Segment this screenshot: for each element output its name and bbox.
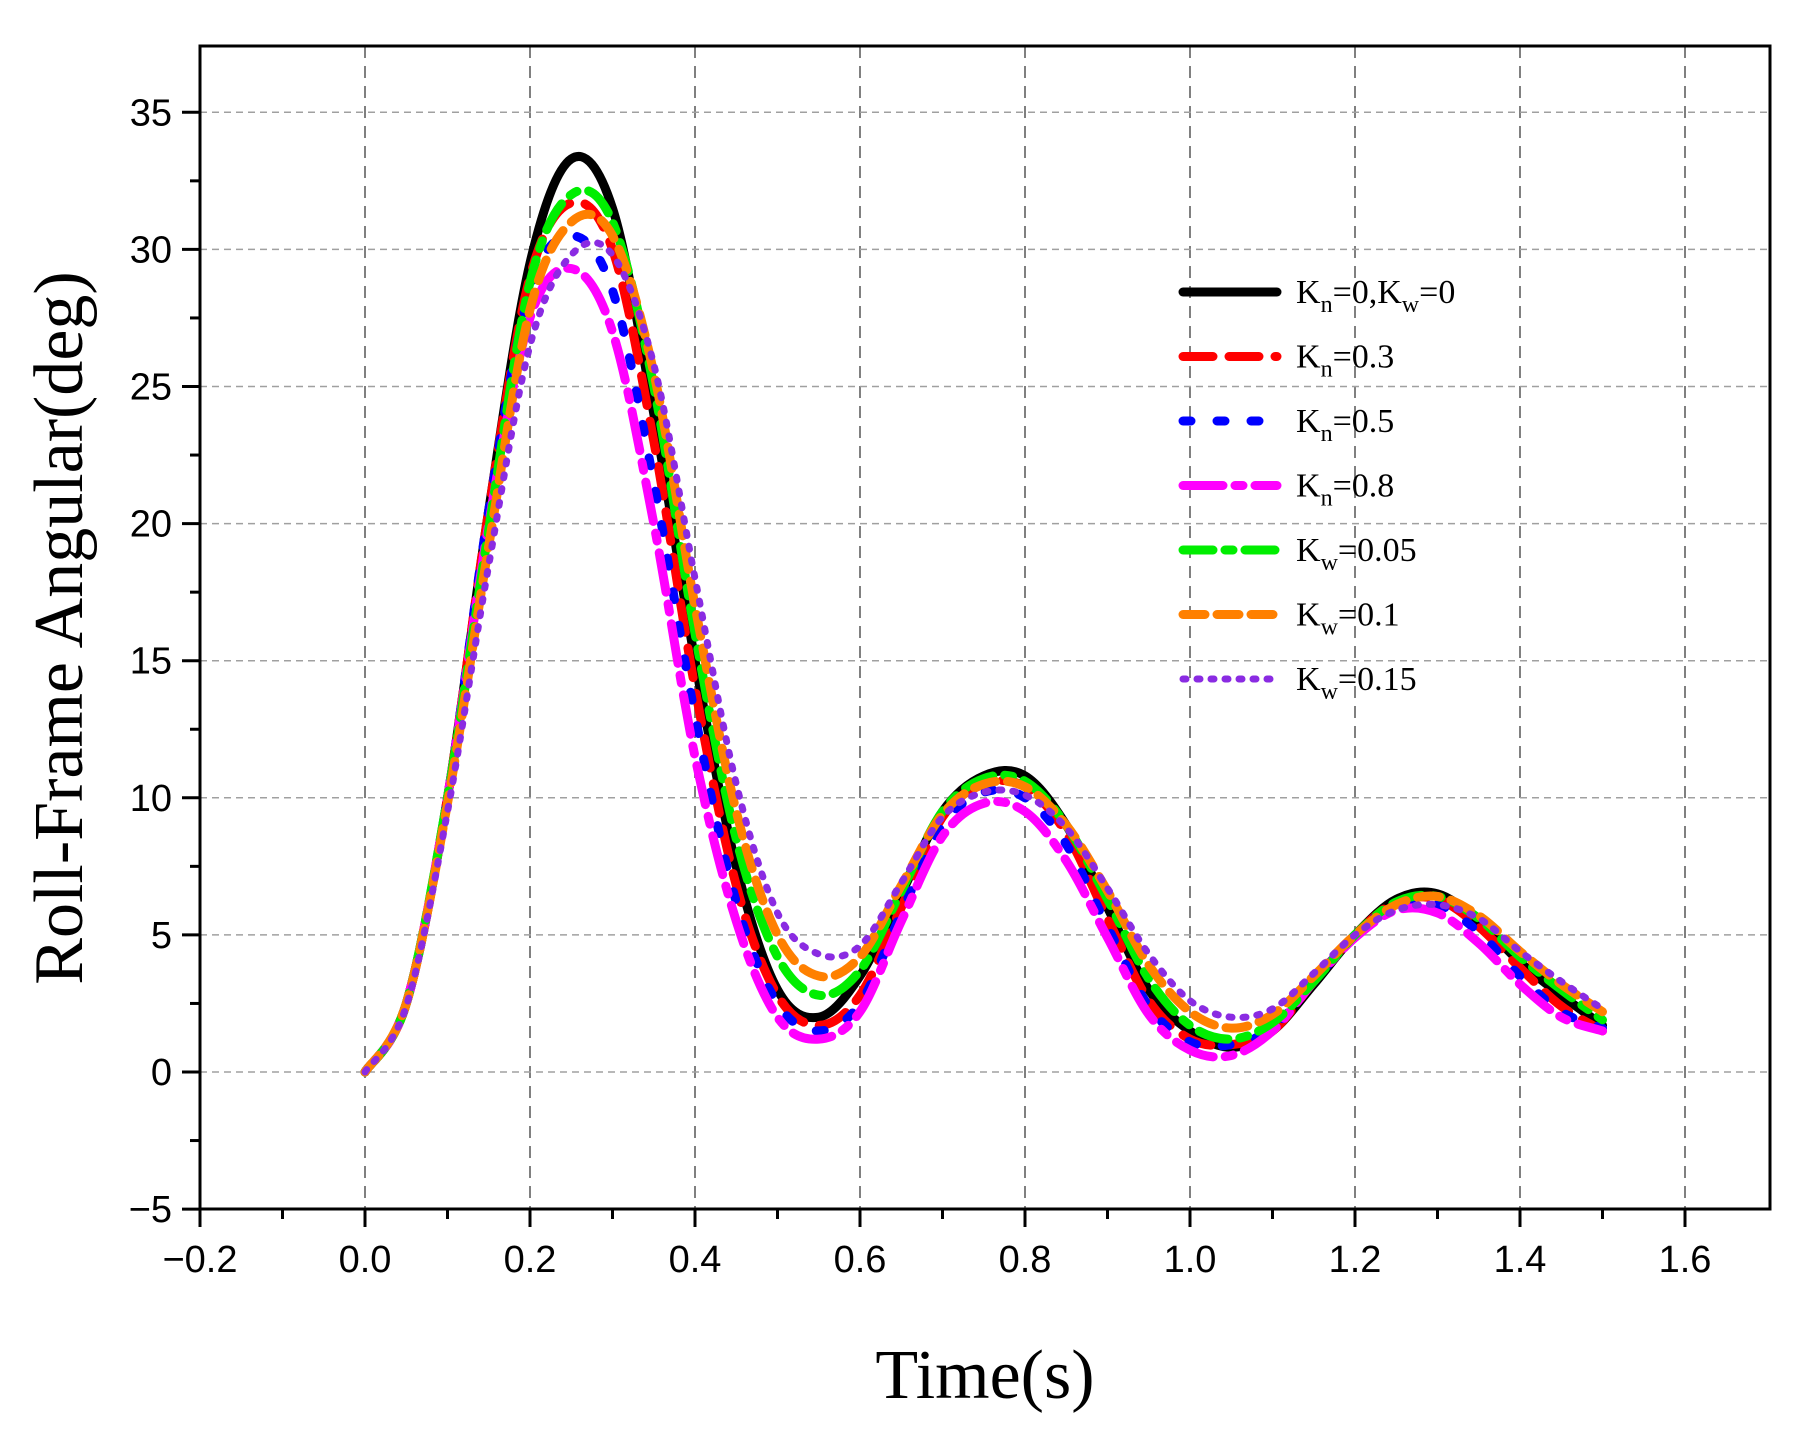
legend: Kn=0,Kw=0Kn=0.3Kn=0.5Kn=0.8Kw=0.05Kw=0.1… [1178, 274, 1455, 705]
legend-text-part: =0,K [1333, 274, 1403, 311]
series-line-3 [360, 231, 1607, 1077]
legend-subscript: n [1321, 421, 1333, 447]
x-axis-title: Time(s) [875, 1337, 1094, 1414]
legend-subscript: n [1321, 486, 1333, 512]
grid [200, 46, 1770, 1209]
y-tick-label: 25 [130, 367, 172, 409]
plot-frame [198, 44, 1772, 1211]
axis-ticks: −0.2 0.0 0.2 0.4 0.6 0.8 1.0 1.2 1.4 1.6 −5 0 5 10 15 2… [129, 92, 1712, 1281]
x-tick-label: 0.2 [504, 1239, 557, 1281]
legend-label-3: Kn=0.5 [1296, 403, 1394, 447]
legend-text-part: K [1296, 339, 1321, 376]
legend-subscript: n [1321, 357, 1333, 383]
legend-text-part: =0.3 [1333, 339, 1395, 376]
legend-text-part: =0.15 [1338, 661, 1417, 698]
legend-text-part: =0 [1419, 274, 1455, 311]
y-tick-label: 5 [151, 915, 172, 957]
legend-subscript: n [1321, 292, 1333, 318]
series-line-2 [360, 197, 1607, 1077]
y-tick-label: 20 [130, 504, 172, 546]
series-line-7 [361, 238, 1606, 1076]
legend-label-2: Kn=0.3 [1296, 339, 1394, 383]
y-tick-label: −5 [129, 1189, 172, 1231]
legend-text-part: K [1296, 274, 1321, 311]
legend-text-part: K [1296, 532, 1321, 569]
legend-subscript: w [1321, 615, 1339, 641]
x-tick-label: 1.4 [1494, 1239, 1547, 1281]
legend-text-part: =0.8 [1333, 468, 1395, 505]
y-tick-label: 0 [151, 1052, 172, 1094]
series-line-6 [360, 209, 1607, 1077]
legend-text-part: K [1296, 403, 1321, 440]
y-tick-label: 35 [130, 92, 172, 134]
legend-text-part: =0.1 [1338, 597, 1400, 634]
x-tick-label: 0.6 [834, 1239, 887, 1281]
y-tick-label: 10 [130, 778, 172, 820]
x-tick-label: 1.6 [1659, 1239, 1712, 1281]
legend-label-6: Kw=0.1 [1296, 597, 1400, 641]
legend-text-part: =0.05 [1338, 532, 1417, 569]
x-tick-label: 0.0 [339, 1239, 392, 1281]
legend-label-7: Kw=0.15 [1296, 661, 1417, 705]
legend-subscript: w [1321, 550, 1339, 576]
x-tick-label: 0.8 [999, 1239, 1052, 1281]
series-line-4 [360, 263, 1607, 1077]
series-line-5 [360, 185, 1607, 1077]
y-tick-label: 30 [130, 229, 172, 271]
legend-label-4: Kn=0.8 [1296, 468, 1394, 512]
legend-text-part: =0.5 [1333, 403, 1395, 440]
legend-text-part: K [1296, 661, 1321, 698]
legend-text-part: K [1296, 468, 1321, 505]
y-axis-title: Roll-Frame Angular(deg) [21, 271, 98, 984]
legend-subscript: w [1402, 292, 1420, 318]
x-tick-label: 1.0 [1164, 1239, 1217, 1281]
legend-subscript: w [1321, 679, 1339, 705]
legend-label-5: Kw=0.05 [1296, 532, 1417, 576]
x-tick-label: −0.2 [162, 1239, 237, 1281]
x-tick-label: 0.4 [669, 1239, 722, 1281]
plot-series [360, 151, 1607, 1077]
y-tick-label: 15 [130, 641, 172, 683]
legend-text-part: K [1296, 597, 1321, 634]
legend-label-1: Kn=0,Kw=0 [1296, 274, 1455, 318]
x-tick-label: 1.2 [1329, 1239, 1382, 1281]
